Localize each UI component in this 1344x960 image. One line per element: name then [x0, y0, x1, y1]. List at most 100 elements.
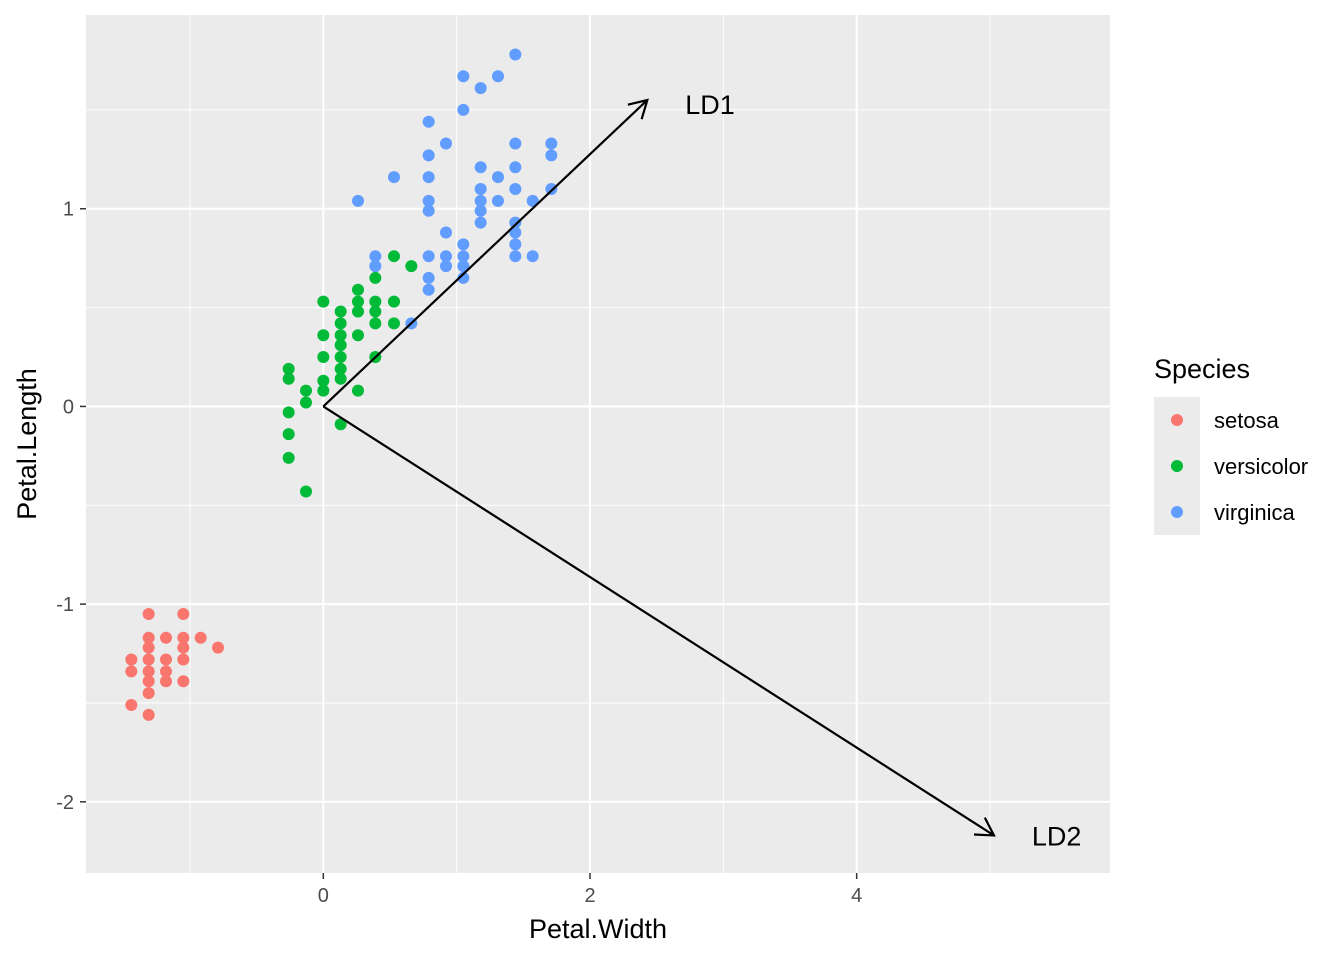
point-virginica — [474, 204, 487, 217]
point-versicolor — [369, 305, 382, 318]
y-tick-label: 1 — [63, 199, 74, 221]
point-setosa — [160, 675, 172, 688]
point-setosa — [177, 653, 190, 666]
arrow-line-ld2 — [322, 405, 995, 837]
point-virginica — [457, 103, 470, 116]
point-setosa — [142, 653, 155, 666]
point-virginica — [545, 149, 558, 162]
point-versicolor — [300, 396, 312, 409]
point-virginica — [509, 238, 522, 251]
point-virginica — [526, 194, 539, 207]
point-versicolor — [282, 372, 295, 385]
point-versicolor — [317, 374, 330, 387]
point-versicolor — [300, 485, 312, 498]
point-versicolor — [334, 317, 347, 330]
point-setosa — [212, 641, 224, 654]
point-versicolor — [369, 271, 382, 284]
point-virginica — [474, 194, 487, 207]
arrow-line-ld1 — [322, 99, 649, 408]
axis-ticks: 0 2 4 -2 -1 0 1 — [56, 199, 862, 907]
point-virginica — [440, 226, 452, 239]
point-virginica — [422, 250, 435, 263]
point-setosa — [142, 631, 155, 644]
point-virginica — [509, 216, 522, 229]
point-virginica — [457, 70, 470, 83]
point-versicolor — [388, 250, 400, 263]
x-tick-label: 0 — [318, 885, 329, 907]
point-virginica — [422, 171, 435, 184]
point-versicolor — [334, 351, 347, 364]
point-versicolor — [334, 305, 347, 318]
point-virginica — [474, 182, 487, 195]
point-setosa — [142, 708, 155, 721]
point-versicolor — [282, 406, 295, 419]
x-tick-label: 4 — [851, 885, 862, 907]
point-virginica — [457, 238, 470, 251]
point-versicolor — [282, 428, 295, 441]
point-setosa — [142, 608, 155, 621]
point-virginica — [457, 250, 470, 263]
point-setosa — [160, 653, 172, 666]
point-setosa — [142, 675, 155, 688]
arrow-head-ld1 — [627, 98, 649, 120]
point-virginica — [422, 283, 435, 296]
point-versicolor — [388, 317, 400, 330]
point-virginica — [474, 161, 487, 174]
point-setosa — [160, 665, 172, 678]
legend-label-versicolor: versicolor — [1214, 454, 1308, 479]
point-virginica — [492, 194, 504, 207]
point-virginica — [545, 137, 558, 150]
point-versicolor — [352, 329, 364, 342]
arrow-label-ld2: LD2 — [1032, 821, 1082, 851]
point-versicolor — [334, 362, 347, 375]
legend: Species setosa versicolor virginica — [1154, 354, 1308, 535]
legend-key-versicolor — [1171, 460, 1183, 472]
point-virginica — [492, 171, 504, 184]
x-axis-title: Petal.Width — [529, 914, 667, 944]
grid-lines — [86, 15, 1110, 873]
point-virginica — [422, 194, 435, 207]
point-versicolor — [334, 329, 347, 342]
point-setosa — [125, 665, 138, 678]
point-virginica — [422, 271, 435, 284]
point-versicolor — [317, 329, 330, 342]
y-tick-label: 0 — [63, 396, 74, 418]
point-versicolor — [369, 295, 382, 308]
point-setosa — [177, 675, 190, 688]
point-setosa — [177, 631, 190, 644]
point-setosa — [142, 687, 155, 700]
point-virginica — [526, 250, 539, 263]
point-versicolor — [405, 260, 418, 273]
point-virginica — [457, 271, 470, 284]
arrow-head-ld2 — [973, 817, 996, 837]
point-versicolor — [334, 339, 347, 352]
point-versicolor — [317, 351, 330, 364]
point-setosa — [142, 665, 155, 678]
point-virginica — [474, 82, 487, 95]
data-points — [125, 48, 558, 721]
point-versicolor — [282, 451, 295, 464]
point-versicolor — [352, 305, 364, 318]
point-versicolor — [369, 317, 382, 330]
point-setosa — [160, 631, 172, 644]
plot-panel — [86, 15, 1110, 873]
point-versicolor — [334, 372, 347, 385]
point-virginica — [388, 171, 400, 184]
point-virginica — [509, 48, 522, 61]
x-tick-label: 2 — [584, 885, 595, 907]
point-virginica — [509, 161, 522, 174]
point-versicolor — [317, 295, 330, 308]
point-versicolor — [317, 384, 330, 397]
legend-label-virginica: virginica — [1214, 500, 1295, 525]
point-virginica — [457, 260, 470, 273]
point-versicolor — [334, 418, 347, 431]
point-setosa — [194, 631, 207, 644]
point-virginica — [422, 115, 435, 128]
point-virginica — [440, 260, 452, 273]
point-versicolor — [388, 295, 400, 308]
point-virginica — [474, 216, 487, 229]
point-virginica — [509, 250, 522, 263]
point-setosa — [177, 608, 190, 621]
legend-label-setosa: setosa — [1214, 408, 1280, 433]
